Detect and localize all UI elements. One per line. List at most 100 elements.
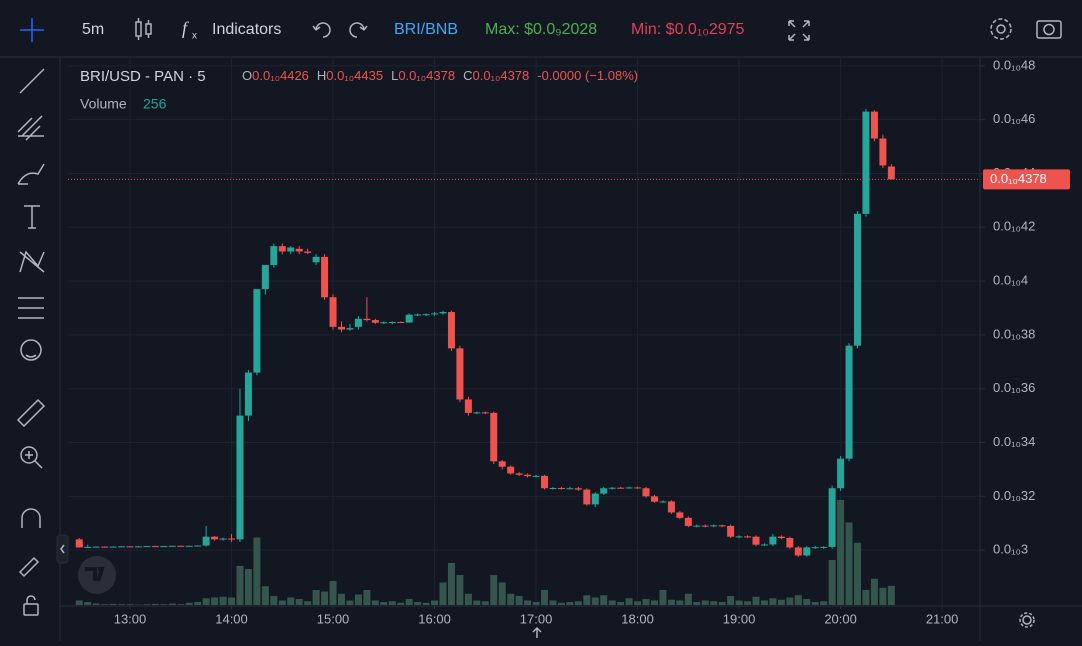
volume-bar	[76, 601, 83, 606]
candle-body	[228, 539, 235, 540]
x-tick-label: 15:00	[317, 611, 350, 626]
candle-body	[786, 538, 793, 547]
volume-bar	[862, 590, 869, 605]
x-tick-label: 13:00	[114, 611, 147, 626]
candle-body	[659, 501, 666, 502]
candle-body	[668, 501, 675, 512]
candle-body	[643, 488, 650, 496]
volume-bar	[524, 601, 531, 606]
volume-bar	[727, 596, 734, 605]
volume-bar	[558, 603, 565, 605]
candle-body	[778, 537, 785, 538]
candle-body	[769, 537, 776, 545]
volume-bar	[516, 596, 523, 605]
candle-body	[76, 539, 83, 547]
interval-button[interactable]: 5m	[82, 21, 104, 38]
volume-bar	[888, 586, 895, 605]
candle-body	[287, 247, 294, 251]
volume-bar	[668, 600, 675, 605]
volume-bar	[448, 563, 455, 605]
candle-body	[702, 526, 709, 527]
volume-bar	[507, 594, 514, 605]
volume-bar	[346, 601, 353, 606]
pair-link[interactable]: BRI/BNB	[394, 21, 458, 38]
indicators-button[interactable]: Indicators	[212, 21, 281, 38]
candle-body	[795, 547, 802, 555]
candle-body	[676, 512, 683, 517]
volume-label: Volume	[80, 96, 127, 112]
volume-bar	[160, 604, 167, 605]
volume-bar	[676, 601, 683, 606]
candle-body	[152, 546, 159, 547]
volume-bar	[626, 598, 633, 605]
y-tick-label: 0.0₁₀34	[993, 434, 1035, 449]
candle-body	[600, 488, 607, 493]
candle-body	[592, 494, 599, 505]
candle-body	[262, 265, 269, 289]
close-value: 0.0₁₀4378	[472, 68, 529, 83]
y-tick-label: 0.0₁₀32	[993, 488, 1035, 503]
volume-bar	[414, 602, 421, 605]
y-tick-label: 0.0₁₀48	[993, 57, 1035, 72]
volume-bar	[110, 604, 117, 605]
volume-bar	[101, 604, 108, 605]
candle-body	[812, 547, 819, 548]
candle-body	[566, 488, 573, 489]
volume-bar	[177, 604, 184, 605]
close-label: C	[463, 68, 472, 83]
candle-body	[583, 490, 590, 505]
candle-body	[871, 112, 878, 139]
volume-bar	[566, 602, 573, 605]
volume-bar	[837, 500, 844, 605]
volume-bar	[549, 601, 556, 606]
volume-bar	[296, 599, 303, 605]
candle-body	[203, 537, 210, 546]
volume-bar	[143, 604, 150, 605]
volume-bar	[287, 598, 294, 606]
candle-body	[118, 546, 125, 547]
volume-bar	[490, 575, 497, 605]
candle-body	[558, 488, 565, 489]
candle-body	[846, 346, 853, 459]
volume-bar	[279, 601, 286, 606]
volume-bar	[583, 595, 590, 605]
y-tick-label: 0.0₁₀46	[993, 111, 1035, 126]
last-price-label: 0.0₁₀4378	[990, 171, 1047, 186]
candle-body	[253, 289, 260, 372]
open-label: O	[242, 68, 252, 83]
volume-bar	[846, 523, 853, 606]
volume-bar	[406, 599, 413, 605]
volume-bar	[879, 588, 886, 605]
candle-body	[719, 525, 726, 526]
volume-value: 256	[143, 96, 167, 112]
candle-body	[169, 546, 176, 547]
volume-bar	[685, 594, 692, 605]
volume-bar	[372, 601, 379, 606]
candle-body	[236, 416, 243, 540]
collapse-button[interactable]	[57, 535, 68, 563]
candle-body	[609, 488, 616, 489]
volume-bar	[118, 604, 125, 605]
volume-bar	[803, 599, 810, 605]
candle-body	[465, 399, 472, 412]
candle-body	[744, 536, 751, 537]
candle-body	[617, 488, 624, 489]
candle-body	[549, 488, 556, 489]
volume-bar	[465, 594, 472, 605]
candle-body	[220, 539, 227, 540]
candle-body	[321, 257, 328, 297]
candle-body	[101, 547, 108, 548]
volume-bar	[541, 590, 548, 605]
volume-bar	[617, 602, 624, 605]
open-value: 0.0₁₀4426	[252, 68, 309, 83]
volume-bar	[236, 566, 243, 605]
candle-body	[448, 312, 455, 348]
volume-bar	[169, 604, 176, 606]
volume-bar	[253, 538, 260, 606]
candle-body	[888, 166, 895, 179]
volume-bar	[634, 601, 641, 605]
min-price: Min: $0.0₁₀2975	[631, 21, 745, 38]
symbol-title: BRI/USD - PAN · 5	[80, 68, 206, 85]
volume-bar	[744, 601, 751, 605]
candle-body	[431, 313, 438, 314]
